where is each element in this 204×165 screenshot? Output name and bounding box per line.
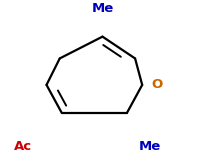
Text: Ac: Ac — [14, 140, 32, 153]
Text: Me: Me — [91, 2, 113, 15]
Text: O: O — [151, 78, 162, 91]
Text: Me: Me — [139, 140, 161, 153]
